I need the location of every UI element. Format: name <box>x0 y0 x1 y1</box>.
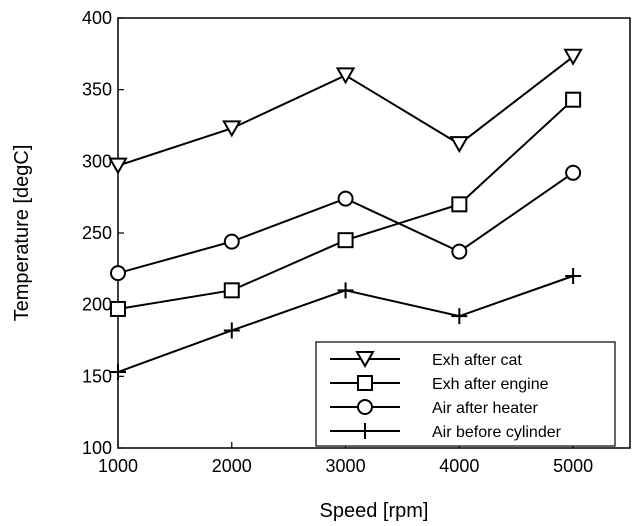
y-tick-label: 400 <box>82 8 112 28</box>
triangle-down-marker <box>335 67 356 85</box>
series-air-before-cylinder <box>110 268 582 381</box>
square-marker <box>451 196 468 213</box>
triangle-down-marker <box>449 136 470 154</box>
x-tick-label: 4000 <box>439 456 479 476</box>
legend-label: Exh after engine <box>432 376 549 393</box>
legend-entry: Exh after engine <box>330 375 549 393</box>
plus-marker <box>337 282 354 299</box>
series-line <box>117 171 574 275</box>
y-tick-label: 300 <box>82 151 112 171</box>
legend-label: Exh after cat <box>432 352 522 369</box>
plus-marker <box>223 322 240 339</box>
square-marker <box>337 232 354 249</box>
series-layer <box>108 48 583 381</box>
triangle-down-marker <box>563 48 583 66</box>
y-tick-label: 150 <box>82 366 112 386</box>
y-tick-label: 250 <box>82 223 112 243</box>
circle-marker <box>110 265 126 282</box>
triangle-down-marker <box>108 157 128 175</box>
square-marker <box>110 300 126 317</box>
square-marker <box>565 91 582 108</box>
legend-label: Air before cylinder <box>432 424 562 441</box>
x-tick-label: 2000 <box>212 456 252 476</box>
circle-marker <box>451 243 468 260</box>
plus-marker <box>357 423 373 439</box>
series-exh-after-engine <box>110 91 582 317</box>
legend: Exh after cat Exh after engine Air after h… <box>315 341 616 447</box>
circle-marker <box>223 233 240 250</box>
plus-marker <box>451 308 468 325</box>
y-tick-label: 100 <box>82 438 112 458</box>
y-axis-title: Temperature [degC] <box>11 145 33 322</box>
x-tick-label: 5000 <box>553 456 593 476</box>
y-tick-label: 200 <box>82 295 112 315</box>
x-tick-label: 3000 <box>326 456 366 476</box>
triangle-down-marker <box>355 351 375 369</box>
circle-marker <box>357 399 373 415</box>
legend-entry: Exh after cat <box>330 351 522 369</box>
series-air-after-heater <box>110 164 582 282</box>
x-tick-label: 1000 <box>98 456 138 476</box>
circle-marker <box>565 164 582 181</box>
x-axis-title: Speed [rpm] <box>320 500 429 522</box>
x-axis-ticks: 1000 2000 3000 4000 5000 <box>98 442 593 476</box>
square-marker <box>223 282 240 299</box>
legend-label: Air after heater <box>432 400 539 417</box>
circle-marker <box>337 190 354 207</box>
series-exh-after-cat <box>108 48 583 175</box>
triangle-down-marker <box>222 120 242 138</box>
y-tick-label: 350 <box>82 80 112 100</box>
square-marker <box>357 375 373 391</box>
plus-marker <box>565 268 582 284</box>
legend-entry: Air after heater <box>330 399 539 417</box>
legend-entry: Air before cylinder <box>330 423 562 441</box>
plus-marker <box>110 364 126 381</box>
